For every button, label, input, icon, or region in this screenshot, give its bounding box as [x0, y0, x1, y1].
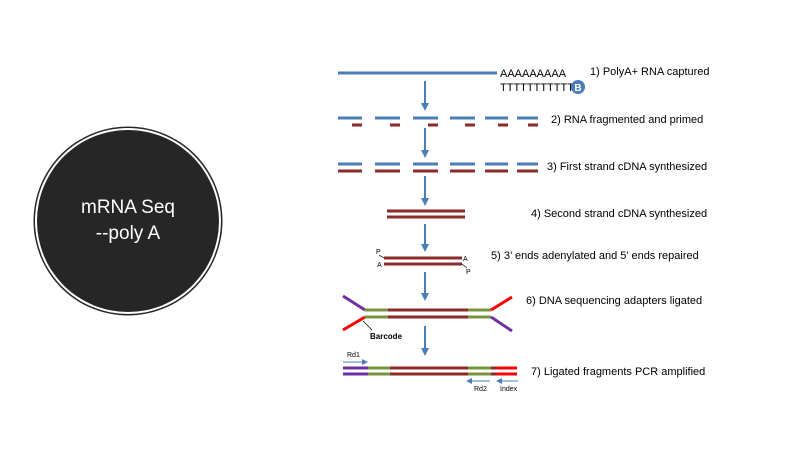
- bead-label: B: [574, 83, 581, 94]
- step-label-4: 4) Second strand cDNA synthesized: [531, 208, 708, 220]
- step-label-1: 1) PolyA+ RNA captured: [590, 66, 710, 78]
- step4-graphic: [387, 209, 465, 219]
- step1-graphic: AAAAAAAAA TTTTTTTTTTT B: [338, 68, 585, 94]
- step-label-3: 3) First strand cDNA synthesized: [547, 161, 708, 173]
- step-label-5: 5) 3’ ends adenylated and 5’ ends repair…: [491, 250, 699, 262]
- barcode-label: Barcode: [370, 332, 403, 341]
- polya-tail: AAAAAAAAA: [500, 68, 567, 80]
- a-overhang-right: A: [463, 256, 468, 263]
- step7-graphic: Rd1 Rd2 Index: [343, 352, 518, 393]
- step6-graphic: Barcode: [342, 294, 513, 341]
- index-label: Index: [500, 386, 518, 393]
- a-overhang-left: A: [377, 262, 382, 269]
- phosphate-bottom-label: P: [466, 269, 471, 276]
- purple-adapter-arm: [490, 315, 513, 333]
- rd1-label: Rd1: [347, 352, 360, 359]
- step5-graphic: P A A P: [376, 249, 471, 276]
- bead-icon: [571, 80, 585, 94]
- phosphate-link: [461, 263, 468, 269]
- circle-subtitle: --poly A: [95, 223, 161, 244]
- phosphate-link: [378, 254, 385, 259]
- rd2-label: Rd2: [474, 386, 487, 393]
- step3-graphic: [338, 162, 538, 173]
- purple-adapter-arm: [342, 294, 366, 312]
- step-label-6: 6) DNA sequencing adapters ligated: [526, 295, 703, 307]
- step2-graphic: [338, 116, 538, 127]
- polyt-oligo: TTTTTTTTTTT: [500, 82, 574, 94]
- red-adapter-arm: [342, 315, 366, 332]
- red-adapter-arm: [490, 295, 513, 312]
- barcode-pointer: [362, 320, 373, 331]
- mrna-seq-circle: mRNA Seq --poly A: [37, 130, 219, 312]
- circle-title: mRNA Seq: [81, 197, 175, 218]
- step-label-7: 7) Ligated fragments PCR amplified: [531, 366, 706, 378]
- step-label-2: 2) RNA fragmented and primed: [551, 114, 704, 126]
- phosphate-top-label: P: [376, 249, 381, 256]
